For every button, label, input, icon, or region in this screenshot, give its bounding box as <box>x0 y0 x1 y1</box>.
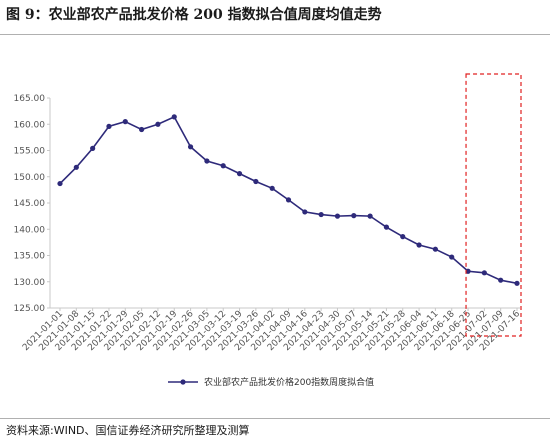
title-divider <box>0 34 550 35</box>
legend-marker <box>180 379 186 385</box>
source-divider <box>0 418 550 419</box>
highlight-box <box>465 73 522 337</box>
data-point <box>171 114 177 120</box>
y-tick-label: 125.00 <box>14 304 46 314</box>
legend-label: 农业部农产品批发价格200指数周度拟合值 <box>204 376 374 388</box>
data-point <box>449 254 455 260</box>
y-tick-label: 130.00 <box>14 278 46 288</box>
data-point <box>73 164 79 170</box>
y-axis: 125.00 130.00 135.00 140.00 145.00 150.00 155.… <box>14 94 51 314</box>
data-point <box>334 213 341 219</box>
data-point <box>383 224 390 230</box>
data-point <box>220 163 226 169</box>
data-point <box>187 144 194 150</box>
source-note: 资料来源:WIND、国信证券经济研究所整理及测算 <box>6 424 250 437</box>
data-point <box>367 213 373 219</box>
y-tick-label: 155.00 <box>14 147 46 157</box>
x-axis: 2021-01-012021-01-082021-01-152021-01-22… <box>21 307 522 353</box>
y-tick-label: 140.00 <box>14 225 46 235</box>
legend: 农业部农产品批发价格200指数周度拟合值 <box>168 376 374 388</box>
y-tick-label: 160.00 <box>14 120 46 130</box>
data-point <box>432 246 438 252</box>
data-point <box>465 268 471 274</box>
data-point <box>269 185 275 191</box>
y-tick-label: 135.00 <box>14 252 46 262</box>
data-point <box>57 180 63 187</box>
data-point <box>253 178 259 185</box>
data-point <box>90 145 96 151</box>
data-point <box>204 158 210 164</box>
data-point <box>351 213 357 219</box>
data-point <box>122 119 128 125</box>
data-point <box>416 242 422 248</box>
y-tick-label: 145.00 <box>14 199 46 209</box>
y-tick-label: 165.00 <box>14 94 46 104</box>
data-point <box>302 209 308 215</box>
data-point <box>139 126 145 133</box>
data-point <box>106 123 112 129</box>
data-point <box>481 270 487 276</box>
data-point <box>400 234 406 240</box>
data-point <box>318 211 324 218</box>
figure-title: 图 9：农业部农产品批发价格 200 指数拟合值周度均值走势 <box>6 7 382 23</box>
data-point <box>514 280 520 286</box>
y-tick-label: 150.00 <box>14 173 46 183</box>
highlight-layer <box>465 73 522 337</box>
data-point <box>498 277 504 283</box>
data-point <box>285 197 292 203</box>
series-layer <box>57 114 520 286</box>
data-point <box>236 171 243 177</box>
data-point <box>155 121 161 127</box>
line-chart: 125.00 130.00 135.00 140.00 145.00 150.00 155.… <box>14 73 522 388</box>
